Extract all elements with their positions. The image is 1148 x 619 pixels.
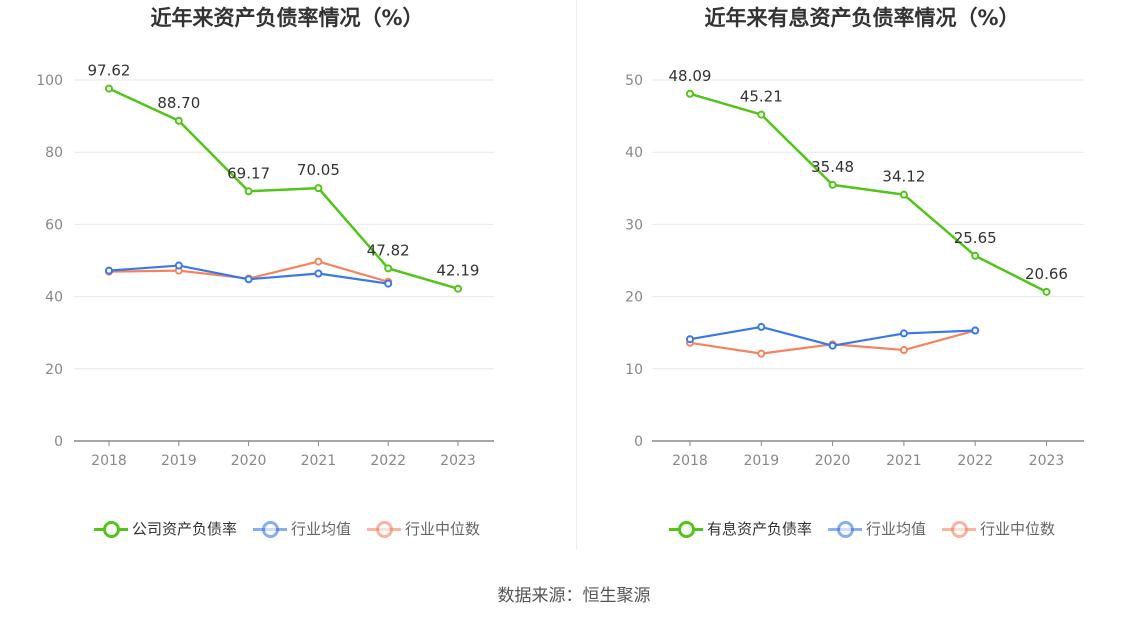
data-point[interactable] <box>899 190 908 199</box>
data-point[interactable] <box>244 187 253 196</box>
legend-item[interactable]: 行业均值 <box>827 518 926 539</box>
y-tick-label: 50 <box>625 73 643 89</box>
data-point[interactable] <box>899 329 908 338</box>
x-tick-label: 2021 <box>301 453 337 469</box>
legend-label: 行业均值 <box>865 520 926 538</box>
x-tick-label: 2020 <box>815 453 851 469</box>
x-tick-label: 2023 <box>440 453 476 469</box>
series-line <box>108 87 459 290</box>
chart-panel-right: 近年来有息资产负债率情况（%） 0 10 20 30 40 50 2018 2019 2020 2… <box>576 0 1148 560</box>
chart-legend-left: 公司资产负债率 行业均值 行业中位数 <box>0 518 574 539</box>
y-tick-label: 30 <box>625 217 643 233</box>
legend-label: 有息资产负债率 <box>706 520 812 538</box>
y-tick-label: 20 <box>625 290 643 306</box>
y-tick-label: 40 <box>45 290 63 306</box>
y-tick-label: 20 <box>45 362 63 378</box>
y-tick-label: 100 <box>36 73 63 89</box>
data-point[interactable] <box>971 251 980 260</box>
panel-divider <box>576 0 577 550</box>
x-tick-label: 2023 <box>1029 453 1065 469</box>
data-label: 70.05 <box>297 161 340 179</box>
y-tick-label: 10 <box>625 362 643 378</box>
legend-label: 行业均值 <box>290 520 351 538</box>
y-tick-label: 60 <box>45 217 63 233</box>
data-point[interactable] <box>828 180 837 189</box>
data-label: 48.09 <box>669 67 712 85</box>
x-tick-label: 2022 <box>957 453 993 469</box>
legend-marker-icon <box>827 520 862 538</box>
legend-label: 公司资产负债率 <box>131 520 237 538</box>
data-point[interactable] <box>314 257 323 266</box>
data-point[interactable] <box>757 349 766 358</box>
legend-marker-icon <box>93 520 128 538</box>
chart-title: 近年来资产负债率情况（%） <box>150 6 424 30</box>
x-tick-label: 2020 <box>231 453 267 469</box>
data-label: 69.17 <box>227 164 270 182</box>
x-tick-label: 2021 <box>886 453 922 469</box>
legend-marker-icon <box>942 520 976 538</box>
legend-item[interactable]: 行业中位数 <box>942 518 1055 539</box>
legend-item[interactable]: 公司资产负债率 <box>93 518 237 539</box>
data-label: 35.48 <box>811 158 854 176</box>
data-label: 25.65 <box>954 229 997 247</box>
legend-label: 行业中位数 <box>405 520 481 538</box>
legend-marker-icon <box>367 520 401 538</box>
data-point[interactable] <box>1042 287 1051 296</box>
data-point[interactable] <box>899 346 908 355</box>
x-tick-label: 2018 <box>672 453 708 469</box>
data-point[interactable] <box>314 269 323 278</box>
data-point[interactable] <box>971 326 980 335</box>
y-tick-label: 0 <box>634 434 643 450</box>
y-tick-label: 80 <box>45 145 63 161</box>
data-point[interactable] <box>828 341 837 350</box>
y-tick-label: 40 <box>625 145 643 161</box>
data-label: 47.82 <box>367 241 410 259</box>
chart-panel-left: 近年来资产负债率情况（%） 0 20 40 60 80 100 2018 2019 2020 20… <box>0 0 574 560</box>
legend-item[interactable]: 行业中位数 <box>367 518 480 539</box>
data-point[interactable] <box>686 89 694 98</box>
data-point[interactable] <box>174 116 183 125</box>
series-line <box>689 92 1048 293</box>
y-tick-label: 0 <box>54 434 63 450</box>
data-point[interactable] <box>757 322 766 331</box>
legend-marker-icon <box>668 520 703 538</box>
x-tick-label: 2018 <box>91 453 127 469</box>
data-point[interactable] <box>105 266 113 275</box>
data-point[interactable] <box>757 110 766 119</box>
data-label: 20.66 <box>1025 265 1068 283</box>
data-source-note: 数据来源：恒生聚源 <box>497 586 651 606</box>
data-point[interactable] <box>244 275 253 284</box>
data-point[interactable] <box>384 264 393 273</box>
data-point[interactable] <box>174 261 183 270</box>
data-point[interactable] <box>314 184 323 193</box>
data-label: 97.62 <box>88 62 131 80</box>
data-point[interactable] <box>454 284 462 293</box>
chart-plot-right: 0 10 20 30 40 50 2018 2019 2020 2021 2022 2023 48.09… <box>625 67 1084 469</box>
data-label: 34.12 <box>882 168 925 186</box>
x-tick-label: 2019 <box>743 453 779 469</box>
legend-label: 行业中位数 <box>980 520 1056 538</box>
data-label: 42.19 <box>437 262 480 280</box>
legend-marker-icon <box>252 520 287 538</box>
data-point[interactable] <box>686 335 694 344</box>
x-tick-label: 2022 <box>370 453 406 469</box>
legend-item[interactable]: 有息资产负债率 <box>668 518 812 539</box>
data-point[interactable] <box>384 279 393 288</box>
data-label: 88.70 <box>157 94 200 112</box>
chart-plot-left: 0 20 40 60 80 100 2018 2019 2020 2021 2022 2023 97.6… <box>36 62 494 469</box>
data-point[interactable] <box>105 84 113 93</box>
data-label: 45.21 <box>740 88 783 106</box>
legend-item[interactable]: 行业均值 <box>252 518 351 539</box>
chart-legend-right: 有息资产负债率 行业均值 行业中位数 <box>576 518 1148 539</box>
chart-title: 近年来有息资产负债率情况（%） <box>704 6 1020 30</box>
x-tick-label: 2019 <box>161 453 197 469</box>
